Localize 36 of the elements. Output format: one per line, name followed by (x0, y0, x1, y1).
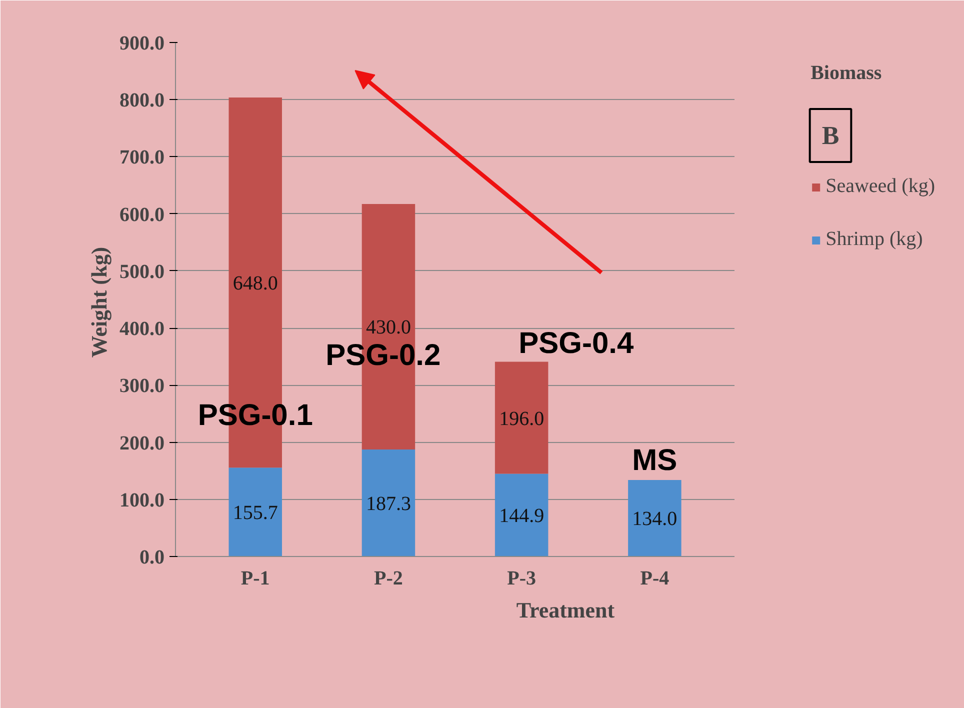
y-tick-label: 900.0 (120, 32, 164, 54)
y-tick-label: 200.0 (120, 432, 164, 454)
y-tick-label: 500.0 (120, 260, 164, 283)
data-label: 648.0 (232, 272, 278, 295)
data-label: 134.0 (632, 508, 678, 530)
y-tick-label: 800.0 (120, 90, 164, 112)
legend-title: Biomass (810, 62, 883, 85)
annotation: PSG-0.4 (518, 326, 634, 360)
data-label: 155.7 (232, 502, 278, 524)
bar (628, 480, 682, 556)
y-tick-label: 700.0 (120, 146, 164, 169)
text: B (822, 121, 840, 150)
data-label: 196.0 (499, 408, 544, 430)
x-tick-label: P-1 (240, 568, 270, 590)
y-tick-label: 400.0 (120, 318, 164, 340)
bar (362, 450, 416, 556)
legend-label: Shrimp (kg) (826, 228, 923, 251)
x-tick-label: P-3 (507, 568, 536, 590)
bar (494, 474, 548, 556)
data-label: 144.9 (499, 505, 544, 528)
y-tick-label: 300.0 (120, 375, 164, 398)
x-tick-label: P-4 (640, 568, 670, 590)
bar (494, 362, 548, 474)
y-tick-label: 600.0 (120, 204, 164, 226)
legend-label: Seaweed (kg) (826, 175, 935, 198)
data-label: 187.3 (366, 493, 411, 516)
data-label: 430.0 (366, 316, 411, 339)
annotation: PSG-0.2 (326, 338, 441, 372)
x-tick-label: P-2 (374, 568, 403, 590)
x-axis-title: Treatment (516, 598, 616, 622)
bar (228, 468, 282, 556)
annotation: MS (632, 444, 678, 478)
y-tick-label: 0.0 (140, 546, 164, 568)
annotation: PSG-0.1 (198, 398, 313, 432)
y-tick-label: 100.0 (120, 489, 164, 512)
y-axis-title: Weight (kg) (86, 246, 112, 358)
